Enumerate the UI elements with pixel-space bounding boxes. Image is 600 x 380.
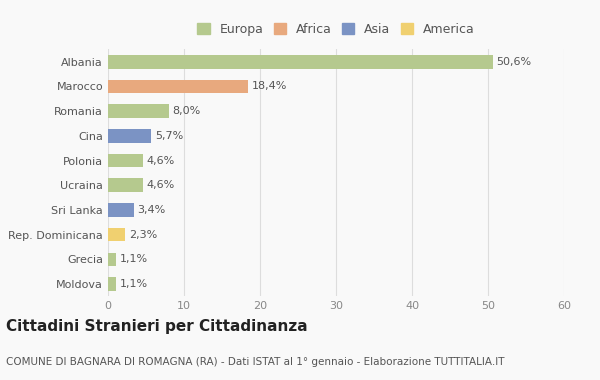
Bar (108, 105, 169, 118)
Bar (108, 154, 143, 167)
Bar (108, 55, 493, 68)
Bar (108, 203, 134, 217)
Text: 8,0%: 8,0% (173, 106, 201, 116)
Text: COMUNE DI BAGNARA DI ROMAGNA (RA) - Dati ISTAT al 1° gennaio - Elaborazione TUTT: COMUNE DI BAGNARA DI ROMAGNA (RA) - Dati… (6, 357, 505, 367)
Text: 5,7%: 5,7% (155, 131, 184, 141)
Bar (108, 80, 248, 93)
Text: 1,1%: 1,1% (120, 254, 148, 264)
Text: Cittadini Stranieri per Cittadinanza: Cittadini Stranieri per Cittadinanza (6, 318, 308, 334)
Bar (108, 253, 116, 266)
Text: 4,6%: 4,6% (147, 155, 175, 166)
Text: 18,4%: 18,4% (251, 81, 287, 92)
Text: 2,3%: 2,3% (129, 230, 158, 240)
Bar (108, 228, 125, 241)
Bar (108, 129, 151, 142)
Text: 1,1%: 1,1% (120, 279, 148, 289)
Text: 4,6%: 4,6% (147, 180, 175, 190)
Text: 50,6%: 50,6% (496, 57, 532, 67)
Bar (108, 179, 143, 192)
Text: 3,4%: 3,4% (137, 205, 166, 215)
Bar (108, 277, 116, 291)
Legend: Europa, Africa, Asia, America: Europa, Africa, Asia, America (194, 20, 478, 38)
